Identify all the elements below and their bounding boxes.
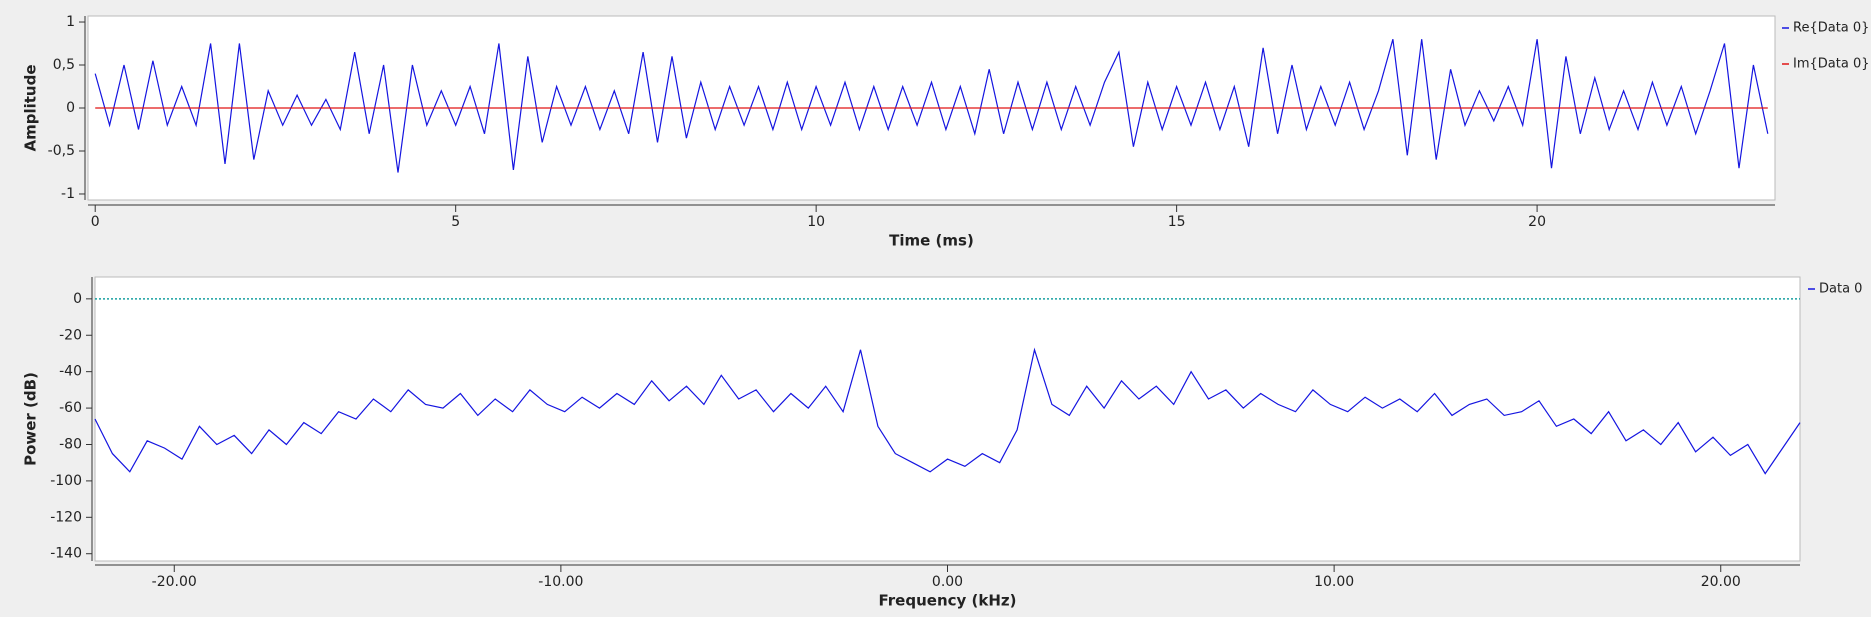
- x-tick-label: 0: [91, 214, 100, 230]
- legend-label: Data 0: [1819, 282, 1862, 297]
- x-axis-title: Frequency (kHz): [879, 592, 1017, 610]
- y-tick-label: 0,5: [53, 57, 75, 73]
- y-tick-label: -100: [50, 473, 82, 489]
- x-tick-label: 0.00: [932, 574, 963, 590]
- x-tick-label: 10.00: [1314, 574, 1354, 590]
- x-tick-label: 20.00: [1701, 574, 1741, 590]
- y-tick-label: -1: [61, 186, 75, 202]
- y-tick-label: -0,5: [48, 143, 75, 159]
- y-tick-label: 0: [66, 100, 75, 116]
- y-axis-title: Amplitude: [22, 64, 40, 151]
- y-axis-title: Power (dB): [22, 372, 40, 466]
- y-tick-label: 0: [73, 291, 82, 307]
- y-tick-label: -120: [50, 509, 82, 525]
- y-tick-label: -20: [59, 327, 82, 343]
- x-axis-title: Time (ms): [889, 232, 974, 250]
- y-tick-label: -80: [59, 436, 82, 452]
- plot-area: [94, 276, 1801, 562]
- x-tick-label: -10.00: [538, 574, 583, 590]
- x-tick-label: 15: [1168, 214, 1186, 230]
- y-tick-label: -60: [59, 400, 82, 416]
- legend-label: Im{Data 0}: [1793, 57, 1869, 72]
- x-tick-label: 5: [451, 214, 460, 230]
- legend-label: Re{Data 0}: [1793, 21, 1869, 36]
- y-tick-label: -140: [50, 546, 82, 562]
- series-line: [94, 39, 1769, 173]
- x-tick-label: 10: [807, 214, 825, 230]
- y-tick-label: -40: [59, 364, 82, 380]
- series-line: [94, 347, 1801, 475]
- x-tick-label: -20.00: [152, 574, 197, 590]
- x-tick-label: 20: [1528, 214, 1546, 230]
- y-tick-label: 1: [66, 14, 75, 30]
